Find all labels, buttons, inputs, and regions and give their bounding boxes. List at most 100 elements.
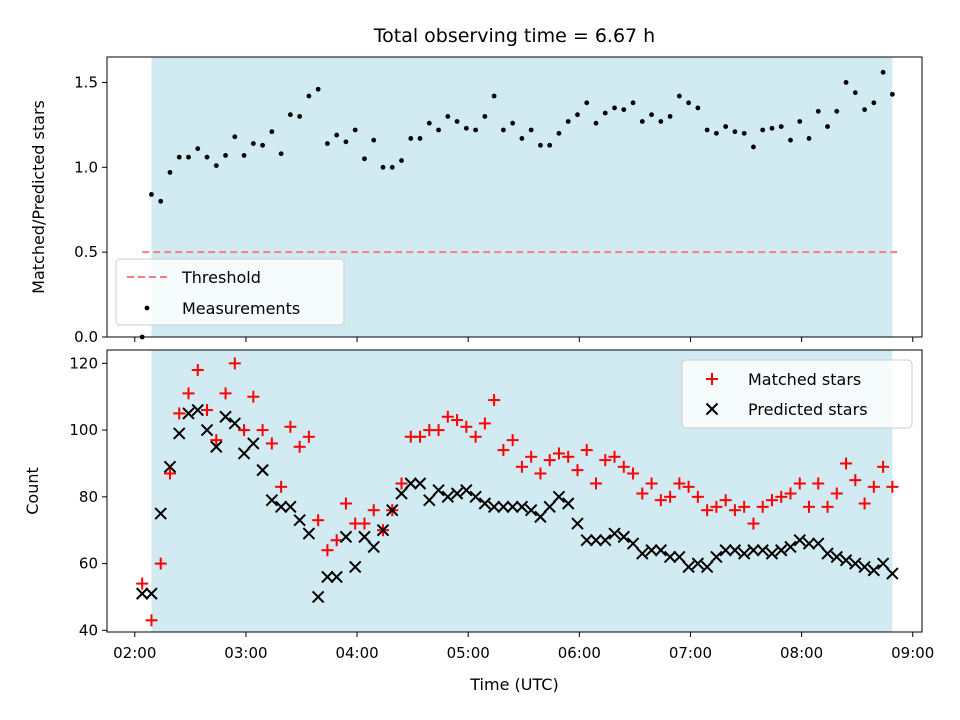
measurement-point bbox=[482, 113, 488, 119]
predicted-point bbox=[710, 550, 723, 564]
matched-point bbox=[552, 447, 565, 460]
predicted-point bbox=[367, 540, 380, 554]
matched-point bbox=[617, 460, 630, 473]
predicted-point bbox=[691, 557, 705, 570]
predicted-point bbox=[358, 530, 371, 544]
measurement-point bbox=[380, 164, 386, 170]
measurement-point bbox=[269, 129, 275, 135]
x-tick-label: 06:00 bbox=[558, 644, 601, 662]
measurement-point bbox=[510, 120, 516, 126]
measurement-point bbox=[325, 141, 330, 146]
legend-measurements-swatch bbox=[144, 305, 150, 311]
predicted-point bbox=[876, 557, 890, 570]
predicted-point bbox=[719, 544, 732, 557]
predicted-point bbox=[219, 410, 232, 423]
predicted-point bbox=[182, 407, 195, 420]
measurement-point bbox=[843, 80, 849, 85]
predicted-point bbox=[617, 530, 630, 544]
predicted-point bbox=[339, 530, 353, 544]
measurement-point bbox=[602, 110, 608, 116]
predicted-point bbox=[682, 560, 695, 574]
matched-point bbox=[608, 450, 621, 463]
measurement-point bbox=[639, 119, 645, 124]
measurement-point bbox=[241, 153, 247, 158]
predicted-point bbox=[552, 490, 566, 504]
measurement-point bbox=[167, 169, 173, 175]
predicted-point bbox=[543, 500, 556, 514]
count-y-tick-label: 60 bbox=[79, 555, 98, 573]
matched-point bbox=[302, 430, 315, 443]
matched-point bbox=[877, 460, 890, 473]
ratio-y-axis-label: Matched/Predicted stars bbox=[29, 100, 48, 294]
matched-point bbox=[775, 490, 788, 503]
predicted-point bbox=[237, 447, 251, 460]
count-legend-box bbox=[681, 359, 913, 429]
measurement-point bbox=[186, 154, 191, 160]
x-tick-label: 07:00 bbox=[669, 644, 712, 662]
matched-point bbox=[803, 500, 816, 513]
ratio-chart: 0.0 0.5 1.0 1.5 Total observing time = 6.67… bbox=[29, 25, 923, 346]
matched-point bbox=[849, 474, 862, 487]
predicted-point bbox=[784, 540, 797, 554]
predicted-point bbox=[821, 547, 834, 560]
predicted-point bbox=[173, 427, 186, 440]
measurement-point bbox=[538, 142, 543, 148]
predicted-point bbox=[663, 550, 677, 564]
legend-measurements-label: Measurements bbox=[182, 299, 300, 318]
predicted-point bbox=[404, 477, 417, 490]
predicted-point bbox=[478, 497, 492, 510]
measurement-point bbox=[315, 86, 321, 92]
measurement-point bbox=[445, 113, 451, 119]
matched-point bbox=[765, 494, 778, 507]
predicted-point bbox=[728, 544, 742, 557]
matched-point bbox=[580, 444, 593, 457]
matched-point bbox=[339, 497, 352, 510]
measurement-point bbox=[797, 119, 803, 124]
measurement-point bbox=[232, 134, 238, 140]
predicted-point bbox=[256, 463, 269, 477]
matched-point bbox=[395, 477, 408, 490]
matched-point bbox=[719, 494, 732, 507]
measurement-point bbox=[528, 127, 534, 133]
measurement-point bbox=[473, 127, 479, 133]
predicted-point bbox=[432, 483, 445, 497]
measurement-point bbox=[223, 153, 228, 158]
predicted-point bbox=[775, 544, 788, 557]
measurement-point bbox=[556, 130, 562, 136]
matched-point bbox=[571, 464, 584, 477]
predicted-point bbox=[376, 524, 390, 537]
measurement-point bbox=[658, 119, 664, 124]
matched-point bbox=[645, 477, 658, 490]
matched-point bbox=[691, 490, 704, 503]
matched-point bbox=[599, 454, 612, 467]
matched-point bbox=[627, 467, 640, 480]
predicted-point bbox=[154, 507, 167, 520]
measurement-point bbox=[769, 125, 775, 131]
predicted-point bbox=[423, 493, 436, 507]
matched-point bbox=[840, 457, 853, 470]
measurement-point bbox=[593, 120, 599, 126]
predicted-point bbox=[395, 487, 408, 500]
matched-point bbox=[590, 477, 602, 490]
measurement-point bbox=[760, 127, 766, 133]
matched-point bbox=[812, 477, 825, 490]
matched-point bbox=[256, 424, 269, 437]
predicted-point bbox=[793, 534, 806, 547]
matched-point bbox=[664, 490, 677, 503]
matched-point bbox=[497, 444, 510, 457]
x-tick-label: 02:00 bbox=[113, 644, 156, 662]
matched-point bbox=[728, 504, 741, 517]
measurement-point bbox=[463, 125, 469, 131]
predicted-point bbox=[589, 534, 603, 547]
measurement-point bbox=[306, 93, 312, 99]
predicted-point bbox=[135, 587, 149, 600]
predicted-point bbox=[497, 500, 510, 514]
matched-point bbox=[636, 487, 649, 500]
matched-point bbox=[191, 364, 204, 377]
predicted-point bbox=[348, 560, 362, 574]
predicted-point bbox=[673, 550, 686, 564]
measurement-point bbox=[584, 100, 590, 106]
measurement-point bbox=[751, 144, 756, 150]
measurement-point bbox=[649, 112, 654, 118]
matched-point bbox=[367, 504, 380, 517]
